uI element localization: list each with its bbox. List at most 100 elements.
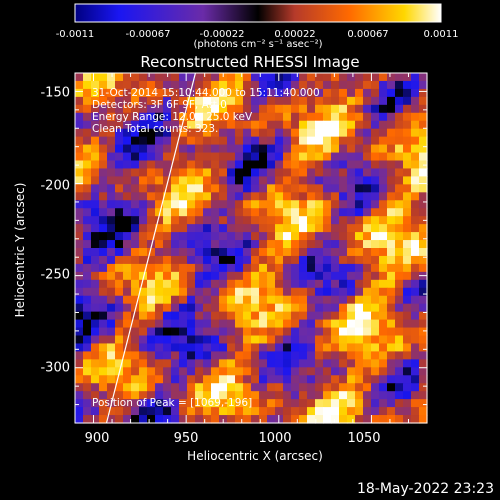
heatmap-cell — [275, 319, 284, 329]
heatmap-cell — [211, 136, 220, 146]
heatmap-cell — [299, 192, 308, 201]
heatmap-cell — [363, 216, 372, 225]
heatmap-cell — [347, 208, 356, 217]
heatmap-cell — [411, 319, 420, 329]
heatmap-cell — [91, 248, 100, 257]
heatmap-cell — [371, 295, 380, 305]
heatmap-cell — [259, 367, 268, 376]
heatmap-cell — [147, 176, 156, 185]
heatmap-cell — [83, 216, 92, 225]
heatmap-cell — [171, 255, 180, 265]
heatmap-cell — [403, 351, 412, 360]
heatmap-cell — [251, 184, 260, 193]
heatmap-cell — [371, 96, 380, 106]
heatmap-cell — [363, 96, 372, 106]
heatmap-cell — [403, 407, 412, 416]
heatmap-cell — [283, 184, 292, 193]
heatmap-cell — [371, 232, 380, 241]
heatmap-cell — [139, 104, 148, 114]
heatmap-cell — [75, 248, 84, 257]
heatmap-cell — [163, 160, 172, 170]
heatmap-cell — [331, 80, 340, 90]
heatmap-cell — [211, 216, 220, 225]
heatmap-cell — [203, 399, 212, 408]
heatmap-cell — [171, 120, 180, 130]
heatmap-cell — [291, 399, 300, 408]
heatmap-cell — [299, 279, 308, 289]
heatmap-cell — [283, 311, 292, 321]
heatmap-cell — [291, 271, 300, 281]
heatmap-cell — [299, 96, 308, 106]
heatmap-cell — [403, 160, 412, 170]
heatmap-cell — [155, 120, 164, 130]
heatmap-cell — [107, 104, 116, 114]
heatmap-cell — [115, 224, 124, 233]
heatmap-cell — [355, 327, 364, 337]
heatmap-cell — [267, 224, 276, 233]
heatmap-cell — [227, 112, 236, 122]
heatmap-cell — [99, 303, 108, 313]
heatmap-cell — [139, 192, 148, 201]
heatmap-cell — [363, 144, 372, 154]
heatmap-cell — [147, 351, 156, 360]
heatmap-cell — [395, 255, 404, 265]
heatmap-cell — [371, 152, 380, 162]
heatmap-cell — [339, 112, 348, 122]
heatmap-cell — [163, 335, 172, 345]
heatmap-cell — [171, 319, 180, 329]
heatmap-cell — [187, 208, 196, 217]
heatmap-cell — [299, 120, 308, 130]
heatmap-cell — [331, 295, 340, 305]
heatmap-cell — [219, 303, 228, 313]
heatmap-cell — [411, 399, 420, 408]
heatmap-cell — [171, 391, 180, 400]
heatmap-cell — [219, 112, 228, 122]
heatmap-cell — [387, 399, 396, 408]
heatmap-cell — [347, 295, 356, 305]
heatmap-cell — [91, 160, 100, 170]
heatmap-cell — [139, 319, 148, 329]
heatmap-cell — [179, 263, 188, 273]
heatmap-cell — [251, 391, 260, 400]
heatmap-cell — [371, 383, 380, 392]
heatmap-cell — [379, 248, 388, 257]
heatmap-cell — [323, 367, 332, 376]
heatmap-cell — [219, 383, 228, 392]
heatmap-cell — [299, 128, 308, 138]
heatmap-cell — [243, 120, 252, 130]
heatmap-cell — [403, 383, 412, 392]
heatmap-cell — [203, 112, 212, 122]
heatmap-cell — [339, 295, 348, 305]
heatmap-cell — [283, 263, 292, 273]
heatmap-cell — [275, 407, 284, 416]
heatmap-cell — [291, 255, 300, 265]
heatmap-cell — [219, 295, 228, 305]
heatmap-cell — [187, 359, 196, 368]
heatmap-cell — [299, 295, 308, 305]
heatmap-cell — [339, 287, 348, 297]
heatmap-cell — [323, 327, 332, 337]
heatmap-cell — [147, 343, 156, 352]
heatmap-cell — [131, 255, 140, 265]
heatmap-cell — [395, 271, 404, 281]
heatmap-cell — [187, 73, 196, 82]
heatmap-cell — [227, 184, 236, 193]
heatmap-cell — [411, 192, 420, 201]
heatmap-cell — [131, 263, 140, 273]
heatmap-cell — [275, 144, 284, 154]
heatmap-cell — [131, 168, 140, 177]
heatmap-cell — [171, 295, 180, 305]
heatmap-cell — [211, 279, 220, 289]
heatmap-cell — [363, 88, 372, 98]
heatmap-cell — [115, 232, 124, 241]
heatmap-cell — [163, 271, 172, 281]
heatmap-cell — [291, 112, 300, 122]
heatmap-cell — [379, 287, 388, 297]
heatmap-cell — [387, 367, 396, 376]
heatmap-cell — [187, 144, 196, 154]
heatmap-cell — [219, 216, 228, 225]
heatmap-cell — [227, 104, 236, 114]
heatmap-cell — [75, 359, 84, 368]
heatmap-cell — [323, 343, 332, 352]
